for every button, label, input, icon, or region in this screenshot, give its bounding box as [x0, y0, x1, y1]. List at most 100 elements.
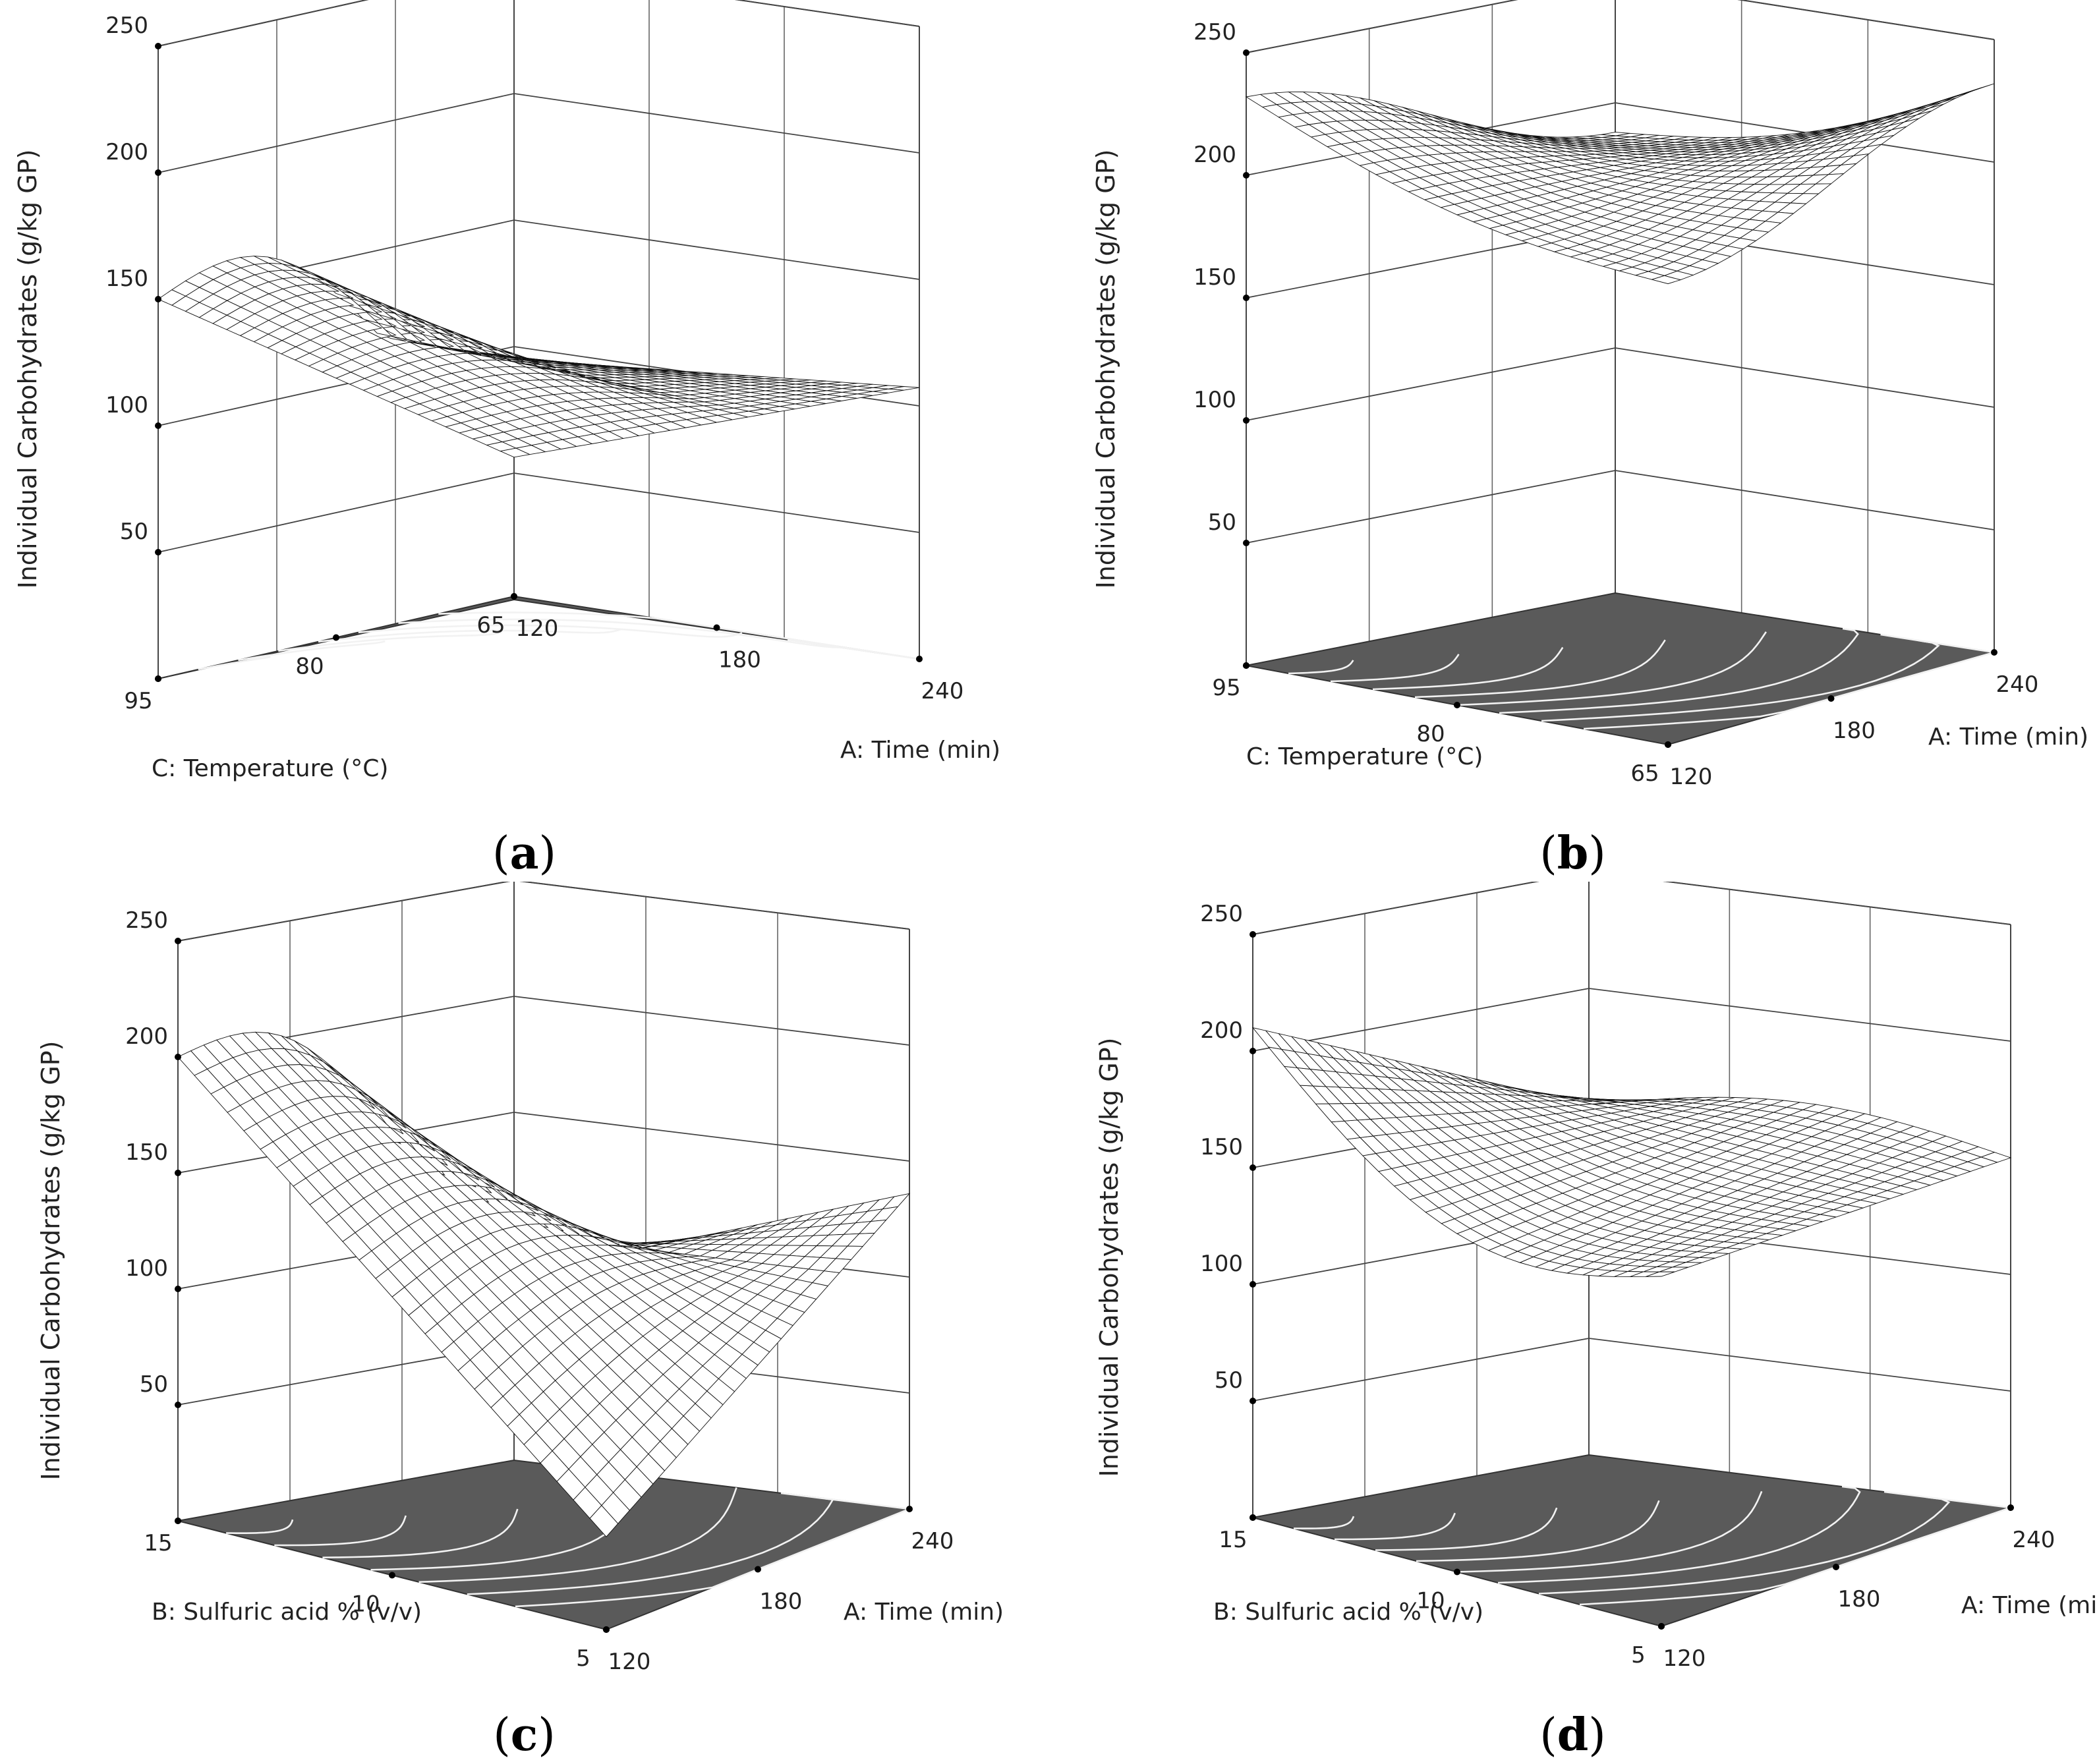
wall-hgrid	[1246, 347, 1995, 421]
x-axis: 120 180 240 A: Time (min)	[603, 1506, 1004, 1675]
surface-cell	[1251, 1027, 1282, 1050]
z-tick-dot	[1250, 1398, 1256, 1404]
caption-a: (a)	[492, 827, 557, 880]
contour-line	[226, 1519, 294, 1535]
z-tick-label: 100	[125, 1255, 168, 1282]
y-tick-dot	[1658, 1623, 1665, 1630]
z-axis-title: Individual Carbohydrates (g/kg GP)	[13, 150, 42, 589]
z-tick-label: 50	[140, 1371, 168, 1398]
wall-hgrid	[158, 0, 920, 47]
z-tick-dot	[1243, 417, 1250, 424]
z-axis: 50 100 150 200 250 Individual Carbohydrates (…	[36, 907, 181, 1524]
y-axis-title: B: Sulfuric acid % (v/v)	[152, 1599, 422, 1626]
y-tick-dot	[155, 675, 161, 682]
x-tick-label: 180	[1838, 1586, 1881, 1612]
z-tick-label: 150	[1193, 264, 1236, 291]
contour-line	[1456, 631, 1767, 706]
z-tick-label: 50	[1215, 1367, 1243, 1394]
contour-line	[1293, 1516, 1355, 1529]
plot-area: 50 100 150 200 250 Individual Carbohydrates (…	[13, 0, 1000, 782]
y-tick-dot	[333, 634, 339, 641]
z-tick-dot	[1243, 295, 1250, 301]
x-axis-title: A: Time (min)	[844, 1599, 1004, 1626]
z-tick-dot	[1250, 1281, 1256, 1288]
z-tick-label: 250	[1193, 19, 1236, 45]
contour-line	[515, 1498, 910, 1608]
floor-contours	[226, 1487, 910, 1608]
x-tick-label: 240	[921, 678, 964, 704]
z-tick-dot	[155, 422, 161, 429]
z-tick-label: 250	[125, 907, 168, 934]
x-axis-title: A: Time (min)	[1928, 724, 2088, 751]
x-tick-label: 120	[1670, 764, 1713, 790]
x-axis: 120 180 240 A: Time (min)	[511, 593, 1000, 764]
z-tick-dot	[175, 1054, 181, 1060]
panel-b: 50 100 150 200 250 Individual Carbohydrates (…	[1048, 0, 2097, 882]
z-tick-dot	[175, 1402, 181, 1408]
x-tick-dot	[2007, 1504, 2014, 1511]
y-tick-label: 15	[144, 1530, 172, 1556]
y-axis: 5 10 15 B: Sulfuric acid % (v/v)	[144, 1518, 610, 1672]
z-tick-label: 150	[1200, 1134, 1243, 1160]
y-tick-dot	[603, 1626, 610, 1633]
contour-line	[1414, 639, 1666, 698]
x-tick-label: 120	[608, 1649, 651, 1675]
x-tick-label: 180	[718, 647, 761, 673]
contour-line	[1579, 1496, 2011, 1606]
plot-area: 50 100 150 200 250 Individual Carbohydrates (…	[1091, 0, 2088, 790]
z-axis-title: Individual Carbohydrates (g/kg GP)	[1095, 1038, 1124, 1477]
x-tick-label: 240	[1996, 671, 2039, 698]
chart-d: 50 100 150 200 250 Individual Carbohydrates (…	[1095, 882, 2097, 1672]
y-tick-label: 65	[1630, 760, 1659, 787]
x-tick-label: 120	[516, 615, 559, 642]
y-axis-title: C: Temperature (°C)	[1246, 743, 1483, 770]
contour-line	[1335, 1512, 1456, 1541]
y-tick-label: 5	[1631, 1642, 1646, 1668]
contour-line	[1288, 660, 1354, 675]
response-surface	[177, 1031, 911, 1537]
z-axis: 50 100 150 200 250 Individual Carbohydrates (…	[13, 13, 161, 682]
z-tick-dot	[1250, 931, 1256, 938]
y-axis: 5 10 15 B: Sulfuric acid % (v/v)	[1213, 1514, 1665, 1668]
chart-b: 50 100 150 200 250 Individual Carbohydrates (…	[1091, 0, 2088, 790]
y-tick-dot	[1454, 1568, 1460, 1576]
x-tick-label: 240	[2013, 1527, 2055, 1553]
wall-hgrid	[1252, 1338, 2011, 1402]
x-tick-dot	[1833, 1564, 1839, 1570]
z-tick-dot	[155, 549, 161, 555]
contour-line	[274, 1515, 407, 1547]
caption-b: (b)	[1539, 827, 1606, 880]
x-tick-dot	[916, 656, 923, 662]
x-tick-label: 180	[760, 1589, 803, 1615]
x-tick-dot	[1991, 649, 1997, 656]
y-tick-label: 5	[576, 1645, 590, 1672]
y-tick-label: 65	[476, 612, 505, 639]
z-tick-label: 150	[125, 1139, 168, 1166]
contour-line	[1583, 639, 1995, 730]
contour-line	[198, 656, 271, 671]
x-tick-dot	[906, 1506, 913, 1512]
wall-hgrid	[158, 472, 920, 553]
wall-top-right	[1737, 0, 1995, 40]
back-walls	[1252, 882, 2011, 1518]
panel-d: 50 100 150 200 250 Individual Carbohydrates (…	[1048, 882, 2097, 1763]
y-tick-dot	[511, 593, 517, 600]
contour-line	[278, 631, 502, 652]
response-surface	[1245, 83, 1995, 285]
z-axis-title: Individual Carbohydrates (g/kg GP)	[36, 1041, 65, 1481]
x-axis-title: A: Time (min)	[840, 737, 1000, 764]
y-tick-dot	[1454, 702, 1460, 708]
x-tick-label: 180	[1833, 718, 1876, 744]
z-tick-label: 150	[105, 266, 148, 292]
surface-cell	[1245, 94, 1278, 107]
response-surface	[158, 256, 920, 458]
contour-line	[1499, 627, 1859, 714]
y-tick-dot	[175, 1518, 181, 1524]
contour-line	[238, 640, 386, 662]
y-axis-title: C: Temperature (°C)	[152, 755, 388, 782]
z-tick-dot	[155, 43, 161, 49]
y-tick-dot	[389, 1572, 395, 1579]
caption-d: (d)	[1539, 1709, 1606, 1761]
x-axis-title: A: Time (min)	[1961, 1592, 2097, 1619]
caption-c: (c)	[493, 1709, 556, 1761]
